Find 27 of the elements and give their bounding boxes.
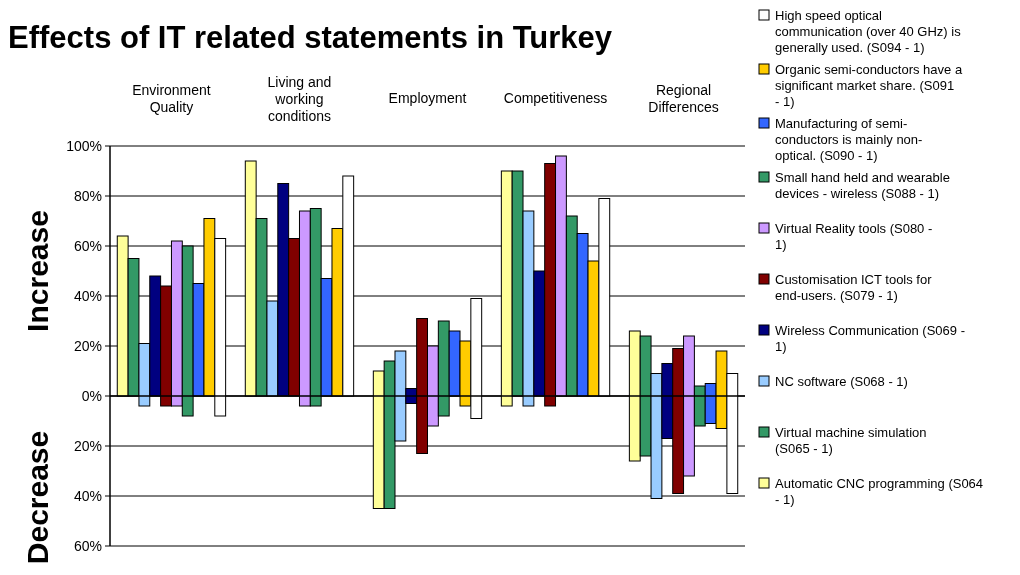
y-tick-label: 0% [81,387,102,404]
y-tick-label: 20% [73,437,102,454]
x-tick-label: Regional Differences [648,82,719,115]
legend-label: Organic semi-conductors have a significant market share. (S091 - 1) [775,62,963,109]
y-tick-label: 40% [73,487,102,504]
legend-label: NC software (S068 - 1) [775,374,908,389]
text: Decrease [21,430,54,565]
y-tick-label: 60% [73,237,102,254]
y-tick-label: 40% [73,287,102,304]
y-tick-label: 80% [73,187,102,204]
legend-label: High speed optical communication (over 40 GHz) is generally used. (S094 - 1) [775,8,962,55]
y-tick-label: 100% [66,137,102,154]
x-tick-label: Competitiveness [503,90,608,106]
legend-label: Virtual Reality tools (S080 - 1) [775,221,933,252]
legend-label: Virtual machine simulation (S065 - 1) [775,425,927,456]
y-axis-title: Increase [21,210,54,332]
x-tick-label: Living and working conditions [267,74,332,124]
x-tick-label: Environment Quality [132,82,211,115]
legend-label: Automatic CNC programming (S064 - 1) [775,476,984,507]
legend-label: Small hand held and wearable devices - wireless (S088 - 1) [775,170,950,201]
legend-label: Manufacturing of semi-conductors is mainly non-optical. (S090 - 1) [775,116,923,163]
y-tick-label: 20% [73,337,102,354]
legend-label: Wireless Communication (S069 - 1) [775,323,966,354]
legend-label: Customisation ICT tools for end-users. (S079 - 1) [775,272,933,303]
chart-title: Effects of IT related statements in Turkey [8,20,613,55]
x-tick-label: Employment [388,90,467,106]
y-tick-label: 60% [73,537,102,554]
